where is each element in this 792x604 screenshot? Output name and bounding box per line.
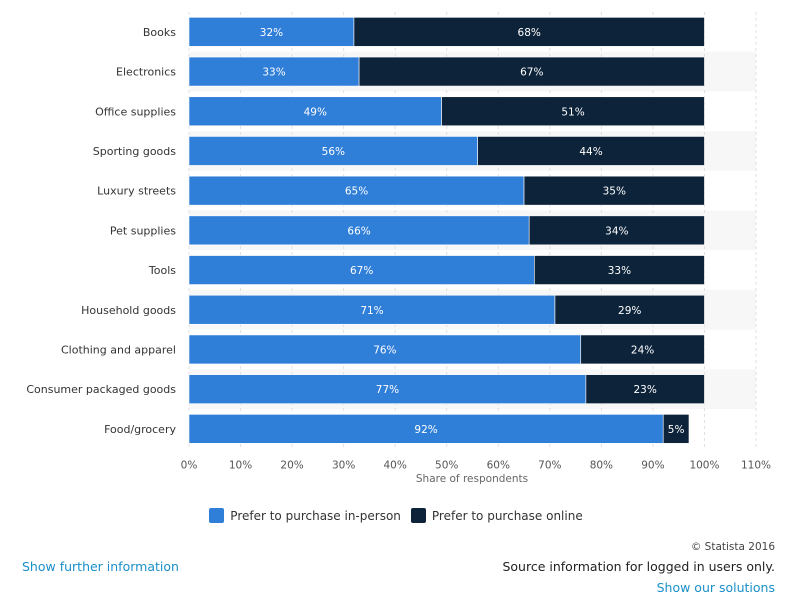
data-label: 24% (631, 344, 654, 356)
x-tick-label: 40% (384, 460, 407, 472)
bar-segment[interactable] (534, 255, 705, 285)
bar-segment[interactable] (353, 17, 705, 47)
bar-segment[interactable] (188, 215, 530, 246)
legend-item-in-person[interactable]: Prefer to purchase in-person (209, 508, 401, 523)
x-tick-label: 50% (435, 460, 458, 472)
x-tick-label: 10% (229, 460, 252, 472)
bar-segment[interactable] (188, 294, 556, 325)
category-labels: Books Electronics Office supplies Sporting … (26, 26, 176, 436)
bar-segment[interactable] (441, 96, 705, 127)
category-label: Consumer packaged goods (26, 383, 176, 396)
data-label: 33% (262, 67, 285, 79)
x-tick-label: 110% (741, 460, 771, 472)
x-tick-label: 30% (332, 460, 355, 472)
data-label: 23% (634, 384, 657, 396)
bar-segment[interactable] (523, 175, 705, 206)
legend: Prefer to purchase in-person Prefer to p… (0, 508, 792, 523)
legend-label-online: Prefer to purchase online (431, 508, 583, 523)
x-tick-label: 100% (689, 460, 719, 472)
bar-segment[interactable] (358, 56, 705, 87)
bar-segment[interactable] (188, 136, 478, 166)
category-label: Office supplies (95, 105, 176, 118)
data-label: 32% (260, 27, 283, 39)
data-label: 34% (605, 225, 628, 237)
legend-swatch-online (410, 508, 426, 523)
bar-segment[interactable] (528, 215, 705, 246)
bar-segment[interactable] (188, 17, 355, 47)
source-note: Source information for logged in users o… (502, 559, 775, 574)
category-label: Clothing and apparel (61, 343, 176, 356)
category-label: Electronics (116, 66, 176, 79)
category-label: Sporting goods (93, 145, 176, 158)
category-label: Books (143, 26, 176, 39)
bar-segment[interactable] (188, 414, 664, 444)
data-label: 68% (518, 27, 541, 39)
data-label: 44% (579, 146, 602, 158)
data-label: 33% (608, 265, 631, 277)
category-label: Household goods (81, 304, 176, 317)
x-tick-label: 60% (487, 460, 510, 472)
x-axis-ticks: 0% 10% 20% 30% 40% 50% 60% 70% 80% 90% 100% 110% (181, 460, 771, 472)
data-label: 5% (668, 424, 685, 436)
legend-label-in-person: Prefer to purchase in-person (230, 508, 401, 523)
x-tick-label: 90% (641, 460, 664, 472)
x-tick-label: 80% (590, 460, 613, 472)
bar-segment[interactable] (188, 175, 525, 206)
data-label: 67% (350, 265, 373, 277)
category-label: Food/grocery (104, 423, 176, 436)
data-label: 49% (304, 106, 327, 118)
category-label: Tools (148, 264, 176, 277)
bar-segment[interactable] (188, 96, 442, 127)
bar-segment[interactable] (554, 294, 705, 325)
category-label: Luxury streets (97, 185, 176, 198)
category-label: Pet supplies (110, 224, 176, 237)
data-label: 29% (618, 305, 641, 317)
data-label: 77% (376, 384, 399, 396)
data-label: 66% (347, 225, 370, 237)
show-our-solutions-link[interactable]: Show our solutions (656, 580, 775, 595)
bar-segment[interactable] (188, 56, 360, 87)
x-tick-label: 0% (181, 460, 198, 472)
x-tick-label: 70% (538, 460, 561, 472)
data-label: 76% (373, 344, 396, 356)
footer-source: © Statista 2016 Source information for l… (502, 541, 775, 595)
bar-segment[interactable] (585, 374, 705, 404)
data-label: 92% (414, 424, 437, 436)
data-label: 51% (561, 106, 584, 118)
legend-swatch-in-person (209, 508, 225, 523)
data-label: 35% (603, 186, 626, 198)
data-label: 65% (345, 186, 368, 198)
bar-segment[interactable] (580, 334, 705, 365)
bar-segment[interactable] (477, 136, 705, 166)
bar-segment[interactable] (188, 255, 535, 285)
data-label: 67% (520, 67, 543, 79)
x-tick-label: 20% (280, 460, 303, 472)
data-label: 71% (360, 305, 383, 317)
bar-segment[interactable] (188, 374, 587, 404)
bars: 32% 68% 33% 67% 49% 51% 56% 44% 65% 35% 66% 34% 67% 3… (188, 17, 705, 444)
x-axis-title: Share of respondents (416, 473, 528, 485)
chart: 32% 68% 33% 67% 49% 51% 56% 44% 65% 35% 66% 34% 67% 3… (26, 12, 771, 485)
data-label: 56% (322, 146, 345, 158)
legend-item-online[interactable]: Prefer to purchase online (410, 508, 583, 523)
bar-segment[interactable] (188, 334, 582, 365)
bar-segment[interactable] (662, 414, 690, 444)
copyright-text: © Statista 2016 (690, 541, 775, 553)
show-further-information-link[interactable]: Show further information (22, 559, 179, 574)
